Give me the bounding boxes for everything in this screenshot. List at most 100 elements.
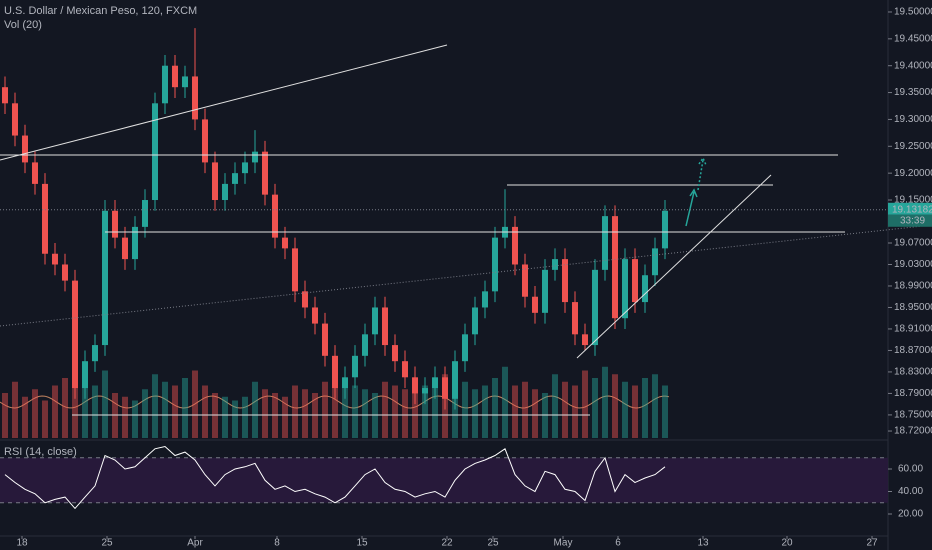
- countdown-label: 33:39: [900, 215, 925, 226]
- candle-body: [492, 237, 498, 292]
- candle-body: [532, 296, 538, 313]
- volume-bar: [192, 370, 198, 438]
- chart-title: U.S. Dollar / Mexican Peso, 120, FXCM: [4, 5, 197, 17]
- volume-bar: [602, 366, 608, 438]
- volume-bar: [352, 385, 358, 438]
- candle-body: [332, 355, 338, 389]
- volume-bar: [182, 378, 188, 438]
- candle-body: [82, 361, 88, 389]
- candle-body: [562, 259, 568, 303]
- candle-body: [202, 119, 208, 163]
- x-tick-label: 22: [441, 538, 453, 549]
- candle-body: [262, 151, 268, 195]
- y-tick-label: 19.45000: [894, 33, 932, 44]
- volume-bar: [202, 385, 208, 438]
- candle-body: [232, 173, 238, 184]
- candle-body: [112, 210, 118, 238]
- volume-bar: [132, 400, 138, 438]
- volume-bar: [252, 381, 258, 438]
- candle-body: [402, 361, 408, 378]
- y-tick-label: 19.35000: [894, 87, 932, 98]
- x-tick-label: 27: [866, 538, 878, 549]
- volume-bar: [412, 378, 418, 438]
- volume-bar: [522, 381, 528, 438]
- candle-body: [472, 307, 478, 335]
- volume-bar: [552, 374, 558, 438]
- volume-bar: [12, 381, 18, 438]
- volume-bar: [332, 374, 338, 438]
- volume-bar: [482, 385, 488, 438]
- volume-bar: [222, 396, 228, 438]
- volume-bar: [122, 396, 128, 438]
- arrow: [697, 156, 707, 191]
- volume-bar: [382, 381, 388, 438]
- countdown-box: [888, 214, 932, 227]
- x-tick-label: 25: [101, 538, 113, 549]
- y-tick-label: 18.72000: [894, 426, 932, 437]
- candle-body: [632, 259, 638, 303]
- candle-body: [132, 226, 138, 260]
- y-tick-label: 18.99000: [894, 281, 932, 292]
- candle-body: [432, 377, 438, 389]
- marks: [0, 28, 888, 510]
- volume-bar: [292, 385, 298, 438]
- volume-bar: [172, 385, 178, 438]
- trend-line: [0, 44, 448, 161]
- volume-bar: [242, 396, 248, 438]
- candle-body: [362, 334, 368, 356]
- volume-bar: [632, 385, 638, 438]
- candle-body: [162, 65, 168, 104]
- candle-body: [462, 334, 468, 362]
- volume-title: Vol (20): [4, 19, 42, 31]
- volume-bar: [452, 385, 458, 438]
- x-tick-label: 25: [487, 538, 499, 549]
- candle-body: [242, 162, 248, 174]
- y-tick-label: 19.40000: [894, 60, 932, 71]
- candle-body: [382, 307, 388, 346]
- y-tick-label: 19.20000: [894, 168, 932, 179]
- y-tick-label: 18.75000: [894, 410, 932, 421]
- candle-body: [442, 377, 448, 399]
- volume-bar: [142, 389, 148, 438]
- volume-bar: [152, 374, 158, 438]
- candle-body: [22, 135, 28, 163]
- candle-body: [32, 162, 38, 184]
- volume-bar: [262, 389, 268, 438]
- candle-body: [312, 307, 318, 324]
- x-tick-label: Apr: [187, 538, 203, 549]
- volume-bar: [622, 381, 628, 438]
- candle-body: [572, 302, 578, 335]
- y-tick-label: 19.15000: [894, 195, 932, 206]
- volume-bar: [162, 381, 168, 438]
- y-tick-label: 19.50000: [894, 7, 932, 18]
- rsi-line: [4, 445, 666, 510]
- candle-body: [102, 210, 108, 346]
- volume-bar: [2, 393, 8, 438]
- volume-bar: [662, 385, 668, 438]
- rsi-band: [0, 457, 888, 503]
- candle-body: [552, 259, 558, 270]
- volume-bar: [512, 385, 518, 438]
- volume-bar: [492, 378, 498, 438]
- volume-bar: [102, 370, 108, 438]
- volume-bar: [472, 389, 478, 438]
- x-tick-label: 20: [781, 538, 793, 549]
- volume-bar: [362, 389, 368, 438]
- x-tick-label: May: [554, 538, 573, 549]
- y-tick-label: 18.95000: [894, 302, 932, 313]
- candle-body: [622, 259, 628, 319]
- volume-bar: [92, 385, 98, 438]
- candle-body: [392, 345, 398, 362]
- y-tick-label: 19.25000: [894, 141, 932, 152]
- volume-bar: [612, 374, 618, 438]
- candle-body: [302, 291, 308, 308]
- candle-body: [662, 210, 668, 249]
- candle-body: [482, 291, 488, 308]
- rsi-tick-label: 60.00: [898, 464, 923, 475]
- volume-bar: [402, 389, 408, 438]
- candle-body: [592, 269, 598, 346]
- candle-body: [352, 355, 358, 378]
- candle-body: [412, 377, 418, 394]
- candle-body: [272, 194, 278, 238]
